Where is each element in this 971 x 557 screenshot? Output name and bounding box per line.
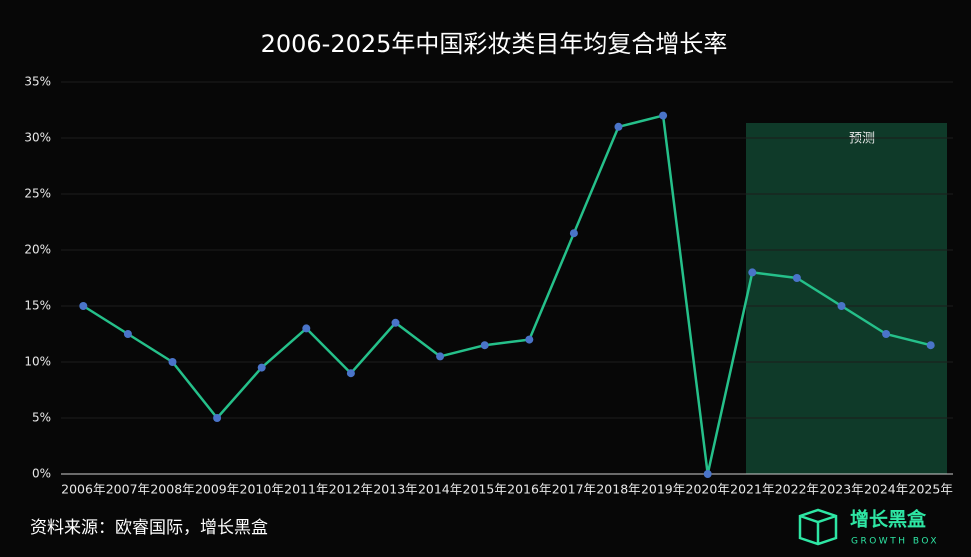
- y-tick-label: 20%: [24, 243, 51, 257]
- x-tick-label: 2006年: [61, 482, 105, 497]
- x-tick-label: 2017年: [552, 482, 596, 497]
- marker: [659, 111, 668, 120]
- x-tick-label: 2012年: [329, 482, 373, 497]
- x-tick-label: 2011年: [284, 482, 328, 497]
- y-tick-label: 30%: [24, 131, 51, 145]
- logo-name: 增长黑盒: [850, 508, 927, 531]
- x-tick-label: 2024年: [864, 482, 908, 497]
- logo-icon: [798, 508, 838, 546]
- x-tick-label: 2019年: [641, 482, 685, 497]
- chart-title: 2006-2025年中国彩妆类目年均复合增长率: [261, 30, 728, 58]
- x-tick-label: 2022年: [775, 482, 819, 497]
- marker: [837, 302, 846, 310]
- marker: [436, 352, 445, 361]
- x-tick-label: 2010年: [240, 482, 284, 497]
- x-tick-label: 2021年: [730, 482, 774, 497]
- x-tick-label: 2015年: [463, 482, 507, 497]
- marker: [257, 363, 266, 372]
- y-tick-label: 25%: [24, 187, 51, 201]
- x-tick-label: 2007年: [106, 482, 150, 497]
- marker: [346, 369, 355, 378]
- marker: [703, 470, 712, 478]
- logo-subtitle: GROWTH BOX: [851, 537, 939, 547]
- forecast-region: [746, 123, 947, 474]
- marker: [525, 335, 534, 344]
- marker: [748, 268, 757, 277]
- forecast-label: 预测: [849, 132, 875, 147]
- x-tick-label: 2018年: [596, 482, 640, 497]
- y-tick-label: 35%: [24, 75, 51, 89]
- marker: [391, 318, 400, 327]
- logo: 增长黑盒 GROWTH BOX: [798, 508, 939, 547]
- marker: [614, 122, 623, 131]
- source-note: 资料来源：欧睿国际，增长黑盒: [30, 518, 268, 538]
- x-tick-label: 2016年: [507, 482, 551, 497]
- x-tick-label: 2008年: [150, 482, 194, 497]
- x-tick-label: 2014年: [418, 482, 462, 497]
- x-tick-label: 2020年: [686, 482, 730, 497]
- marker: [480, 341, 489, 350]
- y-tick-label: 0%: [32, 467, 51, 481]
- marker: [123, 330, 132, 338]
- marker: [213, 414, 222, 422]
- marker: [926, 341, 935, 350]
- x-tick-label: 2023年: [819, 482, 863, 497]
- marker: [792, 274, 801, 282]
- x-tick-label: 2013年: [373, 482, 417, 497]
- y-tick-label: 15%: [24, 299, 51, 313]
- marker: [168, 358, 177, 366]
- x-tick-label: 2025年: [909, 482, 953, 497]
- line: [82, 114, 932, 476]
- marker: [569, 229, 578, 238]
- y-tick-label: 5%: [32, 411, 51, 425]
- marker: [882, 330, 891, 338]
- marker: [302, 324, 311, 333]
- x-tick-label: 2009年: [195, 482, 239, 497]
- y-tick-label: 10%: [24, 355, 51, 369]
- marker: [79, 302, 88, 310]
